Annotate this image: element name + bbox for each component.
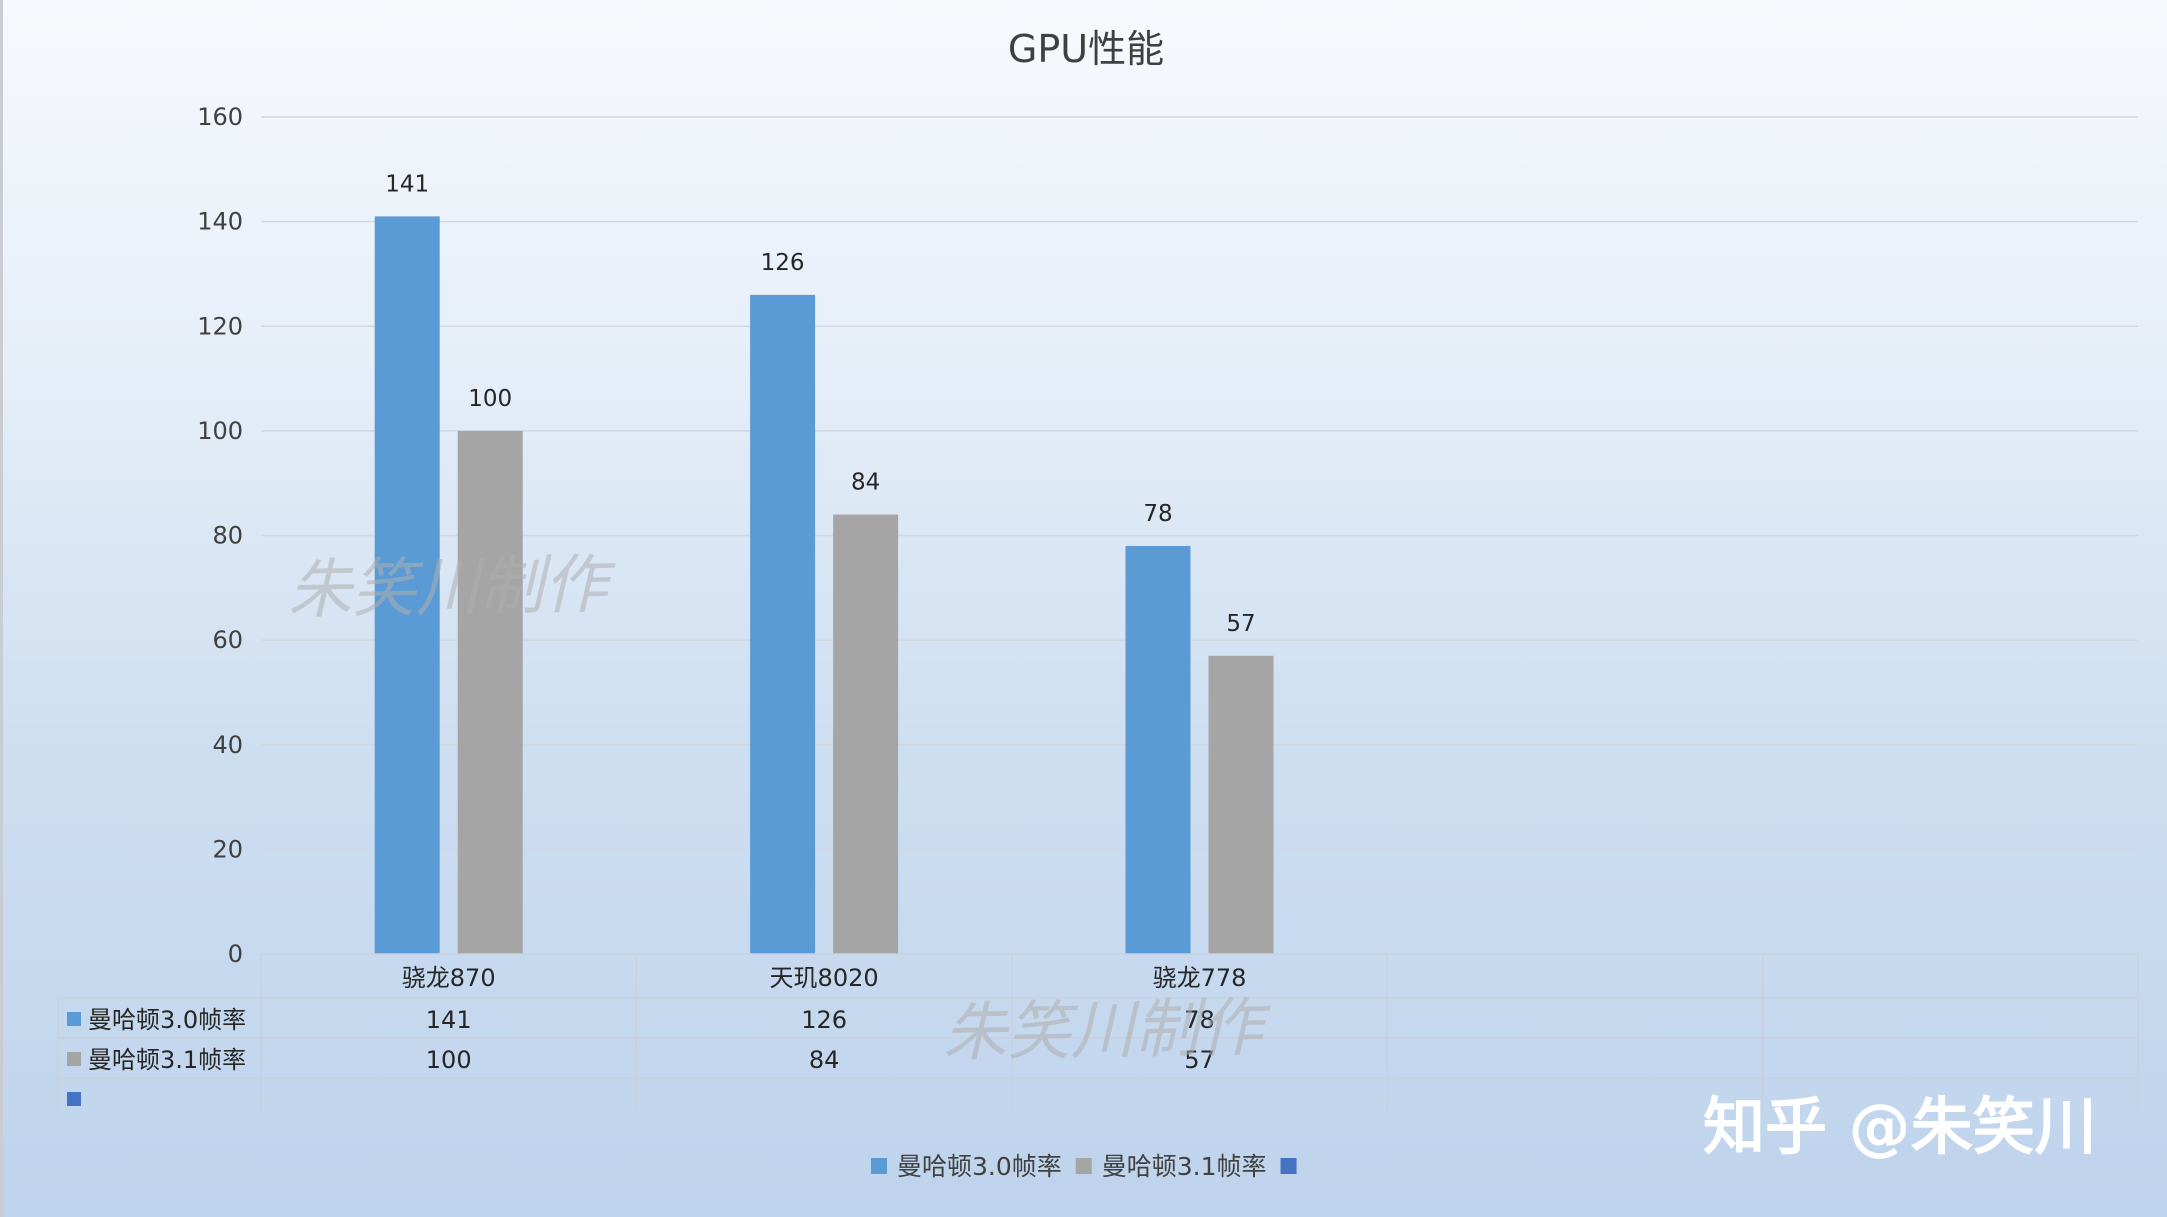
y-tick-label: 0	[228, 940, 243, 968]
table-value: 126	[801, 1006, 847, 1034]
table-legend-key	[67, 1012, 81, 1026]
category-label: 骁龙870	[402, 964, 496, 992]
legend-swatch	[871, 1158, 887, 1174]
watermark-text-2: 朱笑川制作	[942, 991, 1272, 1071]
series-label: 曼哈顿3.1帧率	[88, 1046, 246, 1074]
legend-swatch	[1075, 1158, 1092, 1174]
y-tick-label: 120	[197, 312, 243, 340]
data-label: 126	[761, 250, 805, 276]
y-tick-label: 20	[212, 835, 243, 863]
table-value: 84	[809, 1046, 840, 1074]
table-legend-key	[67, 1052, 81, 1066]
y-tick-label: 140	[197, 208, 243, 236]
y-tick-label: 40	[212, 731, 243, 759]
bar	[750, 294, 816, 954]
y-tick-label: 100	[197, 417, 243, 445]
chart-title: GPU性能	[1008, 27, 1164, 71]
table-value: 100	[426, 1046, 472, 1074]
bar	[1208, 655, 1274, 954]
bar	[374, 216, 440, 955]
brand-watermark: 知乎 @朱笑川	[1703, 1090, 2097, 1163]
data-label: 78	[1143, 501, 1172, 527]
bar	[1125, 545, 1191, 954]
data-label: 100	[468, 386, 512, 412]
bar	[457, 430, 523, 954]
table-value: 57	[1184, 1046, 1215, 1074]
series-label: 曼哈顿3.0帧率	[88, 1006, 246, 1034]
y-tick-label: 80	[212, 522, 243, 550]
data-label: 141	[385, 171, 429, 197]
legend-label: 曼哈顿3.1帧率	[1102, 1152, 1267, 1181]
category-label: 骁龙778	[1153, 964, 1247, 992]
data-label: 84	[851, 470, 880, 496]
y-tick-label: 160	[197, 103, 243, 131]
bar-chart: GPU性能 0 20 40 60 80 100 120 140 160 141 100 126 84 7…	[57, 27, 2139, 1181]
legend-label: 曼哈顿3.0帧率	[897, 1152, 1062, 1181]
y-tick-label: 60	[212, 626, 243, 654]
table-legend-key	[67, 1092, 81, 1106]
data-label: 57	[1226, 611, 1255, 637]
legend-swatch	[1280, 1158, 1297, 1174]
table-value: 78	[1184, 1006, 1215, 1034]
bar	[833, 514, 899, 954]
watermark-text: 朱笑川制作	[287, 548, 617, 628]
table-value: 141	[426, 1006, 472, 1034]
category-label: 天玑8020	[770, 964, 879, 992]
